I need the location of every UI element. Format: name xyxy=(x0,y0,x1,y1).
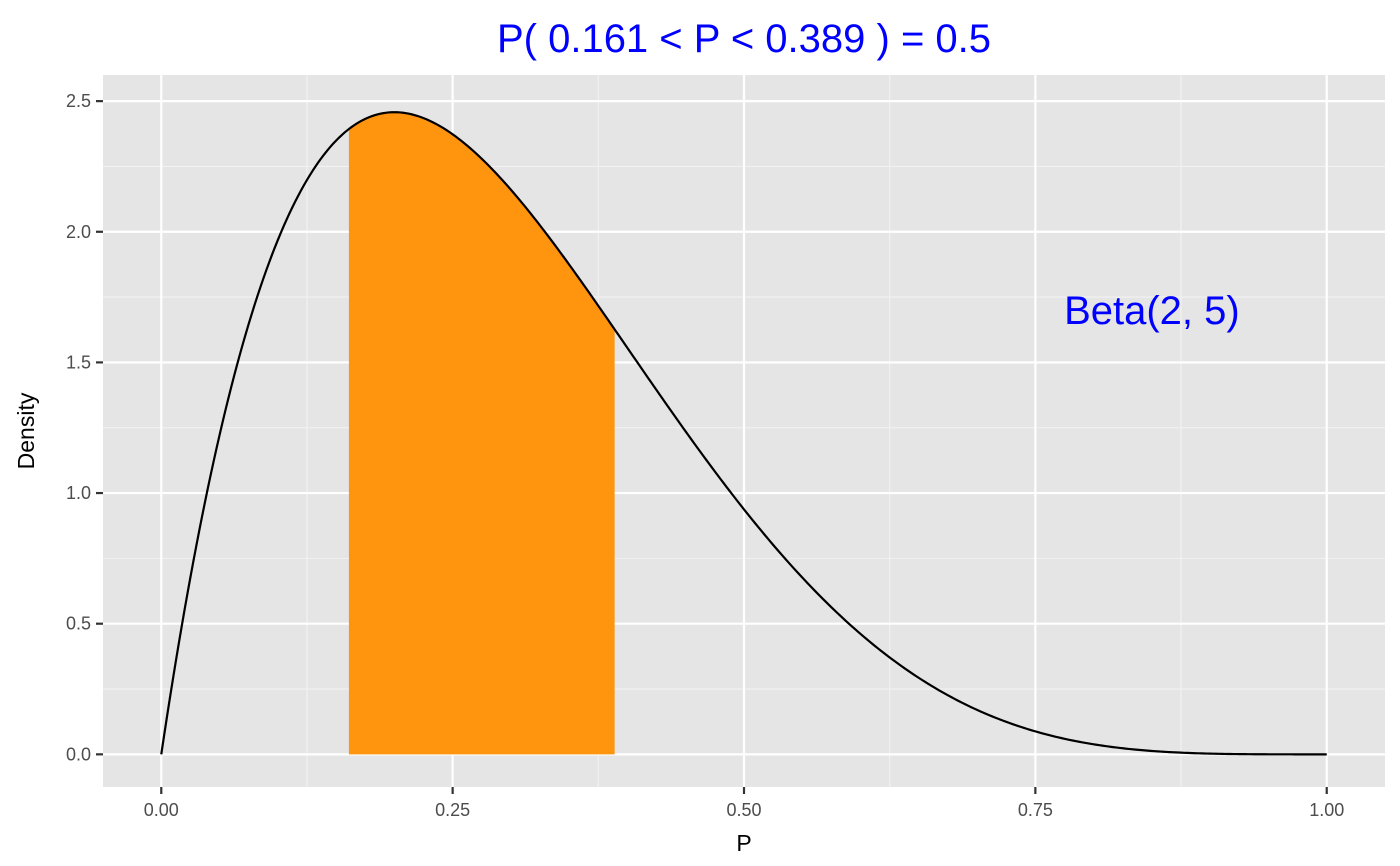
y-axis-ticks: 0.0 0.5 1.0 1.5 2.0 2.5 xyxy=(66,91,103,764)
density-curve xyxy=(160,111,1327,756)
x-tick-label: 0.50 xyxy=(726,800,761,820)
y-tick-label: 1.5 xyxy=(66,352,91,372)
y-tick-label: 1.0 xyxy=(66,483,91,503)
shaded-probability-area xyxy=(348,112,615,755)
y-tick-label: 2.0 xyxy=(66,222,91,242)
x-tick-label: 1.00 xyxy=(1309,800,1344,820)
y-axis-title: Density xyxy=(13,392,39,469)
y-tick-label: 0.5 xyxy=(66,614,91,634)
x-tick-label: 0.75 xyxy=(1018,800,1053,820)
x-axis-ticks: 0.00 0.25 0.50 0.75 1.00 xyxy=(144,787,1344,820)
x-tick-label: 0.25 xyxy=(435,800,470,820)
x-axis-title: P xyxy=(736,830,751,856)
x-tick-label: 0.00 xyxy=(144,800,179,820)
y-tick-label: 2.5 xyxy=(66,91,91,111)
chart-title: P( 0.161 < P < 0.389 ) = 0.5 xyxy=(497,17,991,61)
y-tick-label: 0.0 xyxy=(66,744,91,764)
distribution-label: Beta(2, 5) xyxy=(1064,289,1240,333)
